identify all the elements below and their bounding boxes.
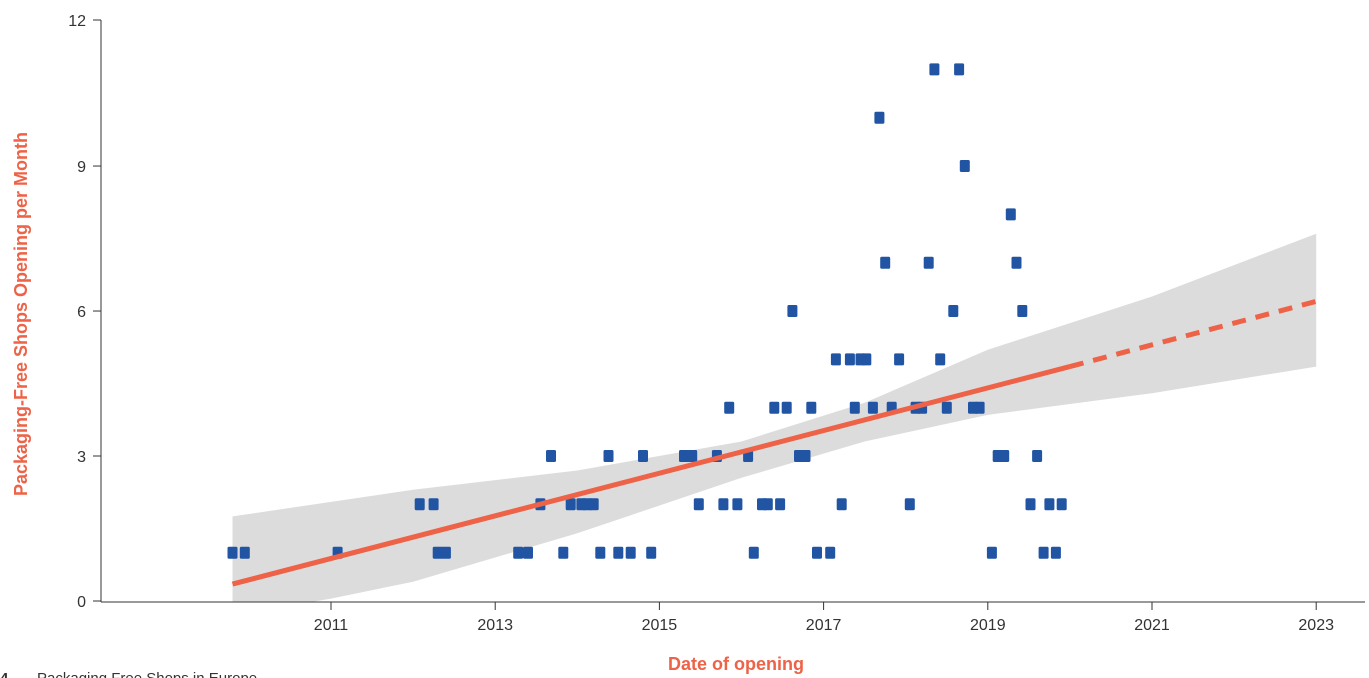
data-point	[894, 353, 905, 366]
data-point	[724, 401, 735, 414]
data-point	[588, 498, 599, 511]
data-point	[546, 450, 556, 462]
x-tick-label: 2015	[642, 617, 678, 634]
y-tick-label: 6	[77, 304, 86, 321]
data-point	[603, 450, 614, 462]
data-point	[227, 546, 238, 559]
footer-caption: Packaging Free Shops in Europe	[37, 670, 257, 678]
data-point	[959, 160, 970, 172]
y-tick-labels: 0 3 6 9 12	[68, 13, 101, 611]
data-point	[1011, 256, 1022, 269]
data-point	[923, 256, 934, 269]
data-point	[625, 546, 636, 559]
x-tick-label: 2019	[970, 617, 1006, 634]
data-point	[861, 353, 872, 366]
data-point	[941, 401, 952, 414]
trend-line-dashed	[1069, 298, 1317, 370]
data-point	[812, 546, 822, 559]
y-tick-label: 3	[77, 449, 86, 466]
data-point	[638, 450, 648, 462]
x-tick-label: 2013	[477, 617, 513, 634]
confidence-band	[232, 233, 1317, 602]
data-point	[428, 498, 439, 511]
data-point	[748, 546, 759, 559]
x-tick-labels: 2011 2013 2015 2017 2019 2021 2023	[314, 602, 1334, 634]
data-point	[646, 546, 657, 559]
data-point	[830, 353, 841, 366]
page-number: 4	[0, 670, 9, 678]
y-tick-label: 12	[68, 13, 86, 30]
data-point	[513, 546, 524, 559]
data-point	[954, 63, 965, 76]
data-point	[800, 450, 811, 462]
data-point	[867, 401, 878, 414]
x-tick-label: 2011	[314, 617, 349, 634]
data-point	[1050, 546, 1061, 559]
data-point	[414, 498, 425, 511]
data-point	[732, 498, 743, 511]
data-point	[613, 546, 624, 559]
data-point	[806, 401, 817, 414]
data-point	[1032, 450, 1043, 462]
x-tick-label: 2021	[1134, 617, 1170, 634]
data-point	[1025, 498, 1036, 511]
y-tick-label: 0	[77, 594, 86, 611]
data-point	[844, 353, 855, 366]
data-point	[432, 546, 443, 559]
x-tick-label: 2023	[1298, 617, 1334, 634]
data-point	[825, 546, 836, 559]
data-point	[523, 546, 533, 559]
trend-line-solid	[231, 364, 1071, 587]
data-point	[849, 401, 860, 414]
data-point	[1044, 498, 1055, 511]
data-point	[775, 498, 786, 511]
data-point	[874, 111, 885, 124]
data-point	[929, 63, 940, 76]
data-point	[880, 256, 891, 269]
data-point	[565, 498, 576, 511]
data-point	[769, 401, 780, 414]
data-point	[687, 450, 698, 462]
data-point	[693, 498, 704, 511]
data-point	[935, 353, 946, 366]
x-axis-title: Date of opening	[668, 654, 804, 674]
y-tick-label: 9	[77, 159, 86, 176]
data-point	[999, 450, 1010, 462]
data-point	[781, 401, 792, 414]
data-point	[595, 546, 606, 559]
data-point	[558, 546, 569, 559]
data-point	[718, 498, 729, 511]
data-point	[986, 546, 997, 559]
y-axis-title: Packaging-Free Shops Opening per Month	[11, 132, 31, 496]
data-point	[1017, 305, 1028, 317]
data-point	[836, 498, 847, 511]
data-point	[679, 450, 689, 462]
data-point	[239, 546, 250, 559]
x-tick-label: 2017	[806, 617, 842, 634]
data-point	[1056, 498, 1067, 511]
data-point	[762, 498, 773, 511]
data-point	[948, 305, 959, 317]
data-point	[440, 546, 451, 559]
data-point	[1005, 208, 1016, 221]
data-point	[1038, 546, 1049, 559]
data-points	[227, 63, 1067, 559]
data-point	[787, 305, 798, 317]
data-point	[904, 498, 915, 511]
data-point	[974, 401, 985, 414]
